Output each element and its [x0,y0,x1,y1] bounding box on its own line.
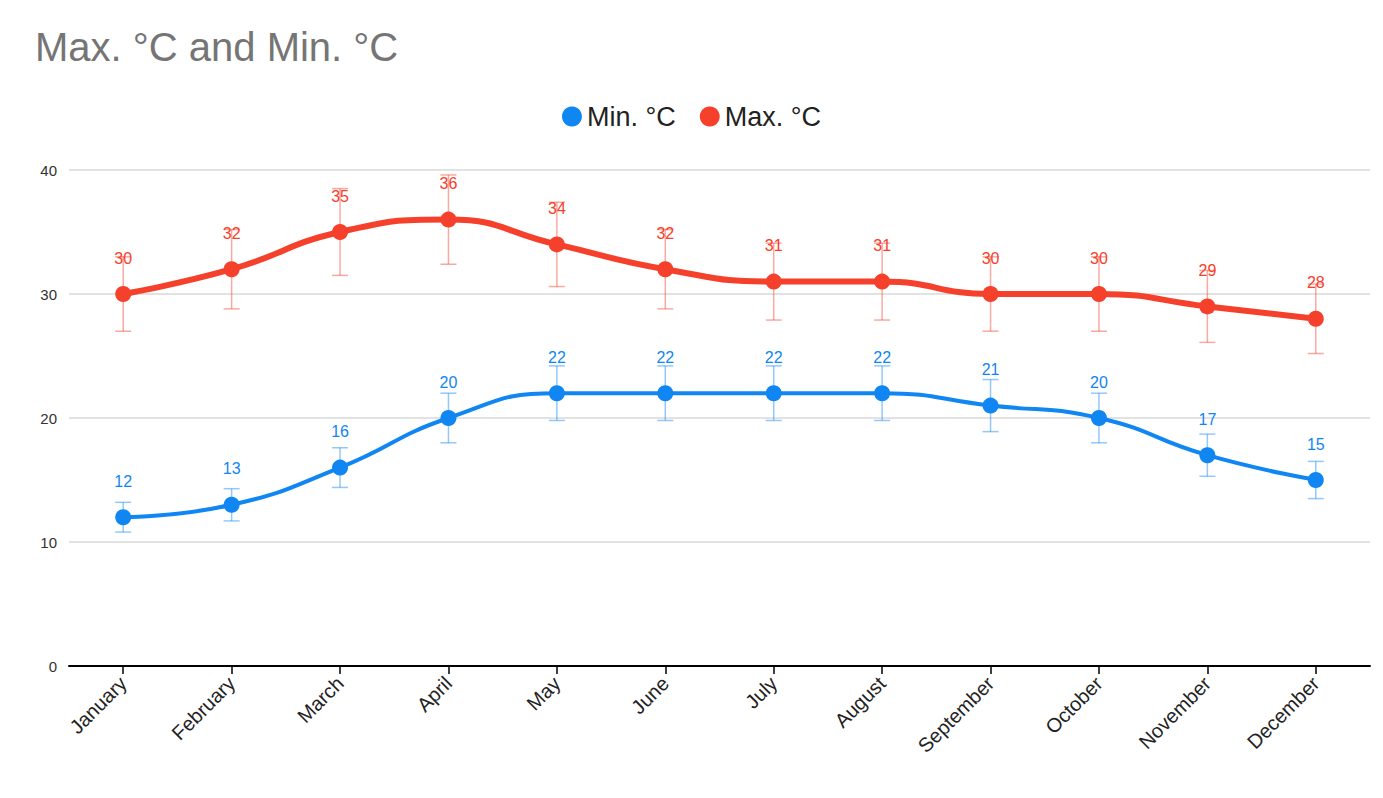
svg-text:Max. °C and Min. °C: Max. °C and Min. °C [35,25,398,69]
svg-text:17: 17 [1198,411,1216,428]
svg-text:December: December [1243,672,1324,753]
svg-text:22: 22 [548,349,566,366]
svg-text:30: 30 [1090,250,1108,267]
svg-text:31: 31 [873,237,891,254]
svg-text:29: 29 [1198,262,1216,279]
svg-text:July: July [741,672,782,713]
svg-text:September: September [914,672,999,757]
svg-text:April: April [412,672,456,716]
svg-text:30: 30 [40,286,57,303]
svg-text:30: 30 [114,250,132,267]
svg-text:Max. °C: Max. °C [725,102,821,132]
svg-text:35: 35 [331,188,349,205]
svg-text:November: November [1134,672,1215,753]
svg-text:12: 12 [114,473,132,490]
svg-text:20: 20 [1090,374,1108,391]
svg-text:34: 34 [548,200,566,217]
svg-text:16: 16 [331,423,349,440]
svg-text:March: March [293,672,348,727]
svg-text:January: January [65,672,131,738]
svg-text:31: 31 [765,237,783,254]
svg-text:21: 21 [982,361,1000,378]
svg-text:36: 36 [440,175,458,192]
svg-text:28: 28 [1307,274,1325,291]
svg-text:20: 20 [40,410,57,427]
svg-text:August: August [830,672,890,732]
svg-text:22: 22 [765,349,783,366]
svg-text:40: 40 [40,162,57,179]
svg-text:10: 10 [40,534,57,551]
svg-text:20: 20 [440,374,458,391]
svg-text:13: 13 [223,460,241,477]
svg-text:Min. °C: Min. °C [587,102,676,132]
svg-text:15: 15 [1307,436,1325,453]
svg-text:22: 22 [873,349,891,366]
svg-text:May: May [522,672,564,714]
svg-text:0: 0 [49,658,57,675]
svg-text:30: 30 [982,250,1000,267]
svg-text:32: 32 [656,225,674,242]
svg-text:32: 32 [223,225,241,242]
svg-text:June: June [627,672,673,718]
svg-text:February: February [167,672,239,744]
svg-text:October: October [1041,672,1107,738]
svg-text:22: 22 [656,349,674,366]
